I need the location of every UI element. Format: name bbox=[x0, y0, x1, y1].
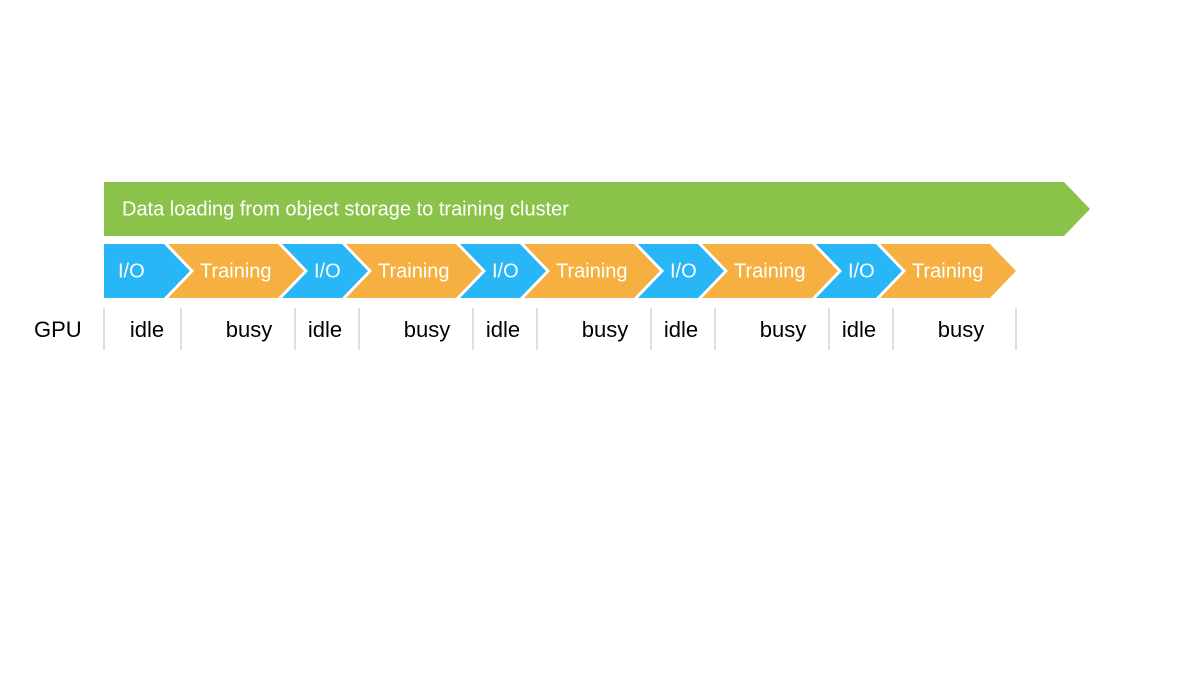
io-label: I/O bbox=[314, 260, 341, 282]
io-label: I/O bbox=[670, 260, 697, 282]
gpu-state-idle: idle bbox=[664, 317, 698, 342]
gpu-state-busy: busy bbox=[582, 317, 628, 342]
gpu-state-busy: busy bbox=[760, 317, 806, 342]
pipeline-diagram: Data loading from object storage to trai… bbox=[0, 0, 1200, 675]
gpu-state-idle: idle bbox=[308, 317, 342, 342]
gpu-state-busy: busy bbox=[938, 317, 984, 342]
training-label: Training bbox=[912, 260, 984, 282]
gpu-state-busy: busy bbox=[226, 317, 272, 342]
training-label: Training bbox=[734, 260, 806, 282]
training-label: Training bbox=[378, 260, 450, 282]
gpu-state-idle: idle bbox=[842, 317, 876, 342]
training-label: Training bbox=[200, 260, 272, 282]
io-label: I/O bbox=[492, 260, 519, 282]
io-label: I/O bbox=[848, 260, 875, 282]
data-loading-label: Data loading from object storage to trai… bbox=[122, 198, 569, 220]
training-label: Training bbox=[556, 260, 628, 282]
gpu-state-idle: idle bbox=[486, 317, 520, 342]
gpu-row-label: GPU bbox=[34, 317, 82, 342]
gpu-state-busy: busy bbox=[404, 317, 450, 342]
gpu-state-idle: idle bbox=[130, 317, 164, 342]
io-label: I/O bbox=[118, 260, 145, 282]
